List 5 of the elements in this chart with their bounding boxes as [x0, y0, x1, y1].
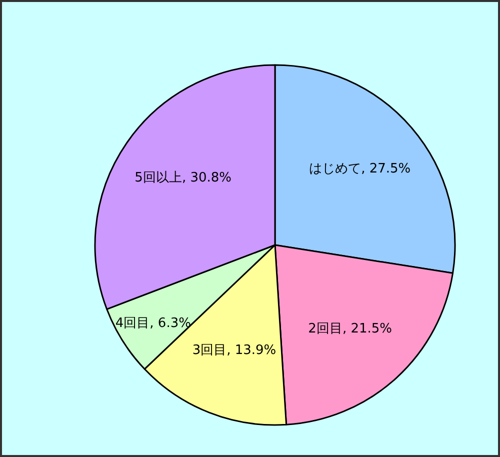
slice-label: はじめて, 27.5% — [309, 162, 411, 177]
slice-label: 2回目, 21.5% — [308, 322, 392, 337]
slice-label: 4回目, 6.3% — [115, 316, 191, 331]
slice-label: 5回以上, 30.8% — [134, 170, 232, 186]
slice-label: 3回目, 13.9% — [192, 342, 276, 358]
